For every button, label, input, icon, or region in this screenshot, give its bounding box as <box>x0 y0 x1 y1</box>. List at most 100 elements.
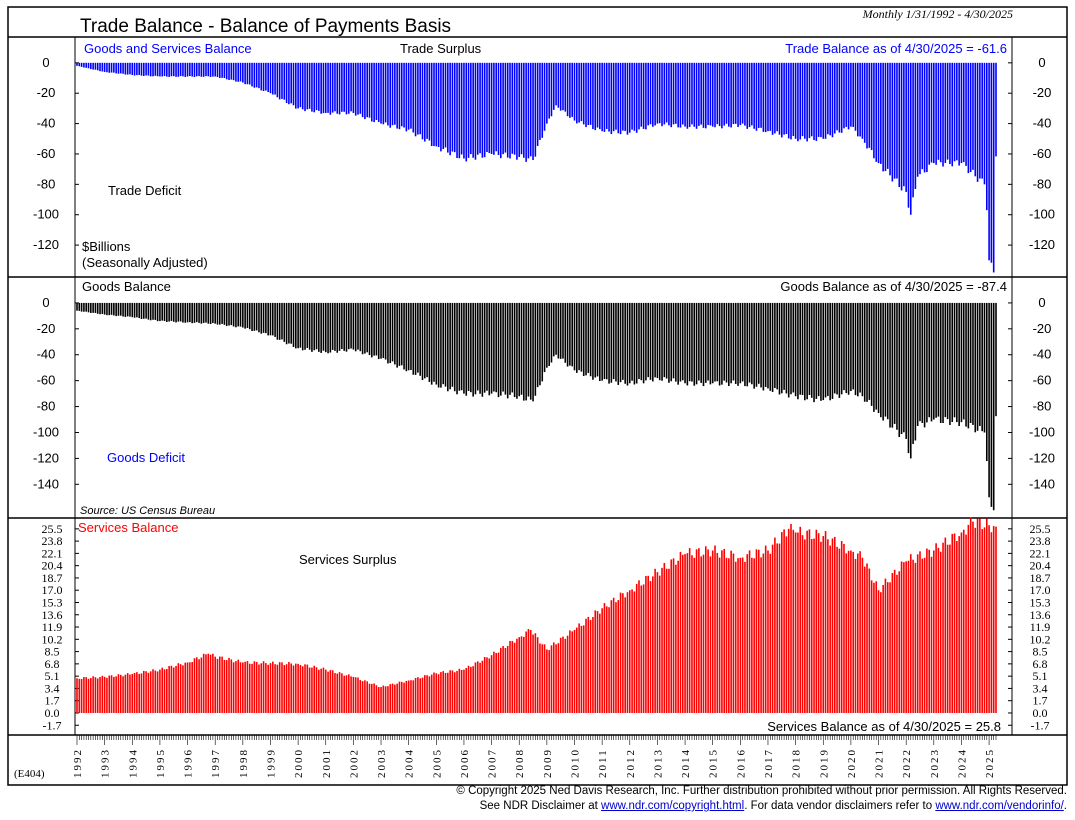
bar-goods <box>983 302 986 433</box>
bar-trade <box>863 62 866 143</box>
bar-services <box>387 686 389 713</box>
bar-services <box>338 672 341 713</box>
bar-services <box>967 524 970 713</box>
bar-goods <box>414 302 417 375</box>
bar-trade <box>382 62 385 125</box>
bar-trade <box>311 62 313 112</box>
bar-trade <box>536 62 539 146</box>
bar-goods <box>90 302 92 313</box>
y-tick-label-left: 23.8 <box>42 534 63 548</box>
bar-trade <box>166 62 168 77</box>
bar-trade <box>463 62 465 159</box>
bar-trade <box>403 62 405 128</box>
bar-trade <box>364 62 366 120</box>
bar-trade <box>170 62 173 77</box>
bar-goods <box>732 302 735 381</box>
bar-services <box>324 669 327 713</box>
bar-services <box>732 553 735 713</box>
y-tick-label-right: -100 <box>1029 424 1055 439</box>
y-tick-label-left: 0.0 <box>45 706 60 720</box>
bar-services <box>113 676 115 713</box>
bar-goods <box>564 302 567 363</box>
bar-goods <box>840 302 843 395</box>
bar-goods <box>106 302 108 316</box>
bar-goods <box>421 302 424 381</box>
bar-trade <box>571 62 574 117</box>
bar-goods <box>156 302 159 322</box>
bar-services <box>612 597 615 713</box>
bar-goods <box>149 302 152 321</box>
bar-goods <box>209 302 212 325</box>
bar-goods <box>318 302 320 352</box>
copyright-link[interactable]: www.ndr.com/copyright.html <box>601 800 745 812</box>
bar-trade <box>235 62 237 82</box>
bar-trade <box>327 62 329 113</box>
bar-services <box>133 672 136 713</box>
bar-goods <box>873 302 875 412</box>
bar-services <box>716 552 719 713</box>
bar-services <box>255 661 258 713</box>
bar-services <box>182 665 184 713</box>
bar-trade <box>693 62 696 127</box>
bar-trade <box>976 62 979 182</box>
bar-goods <box>965 302 967 427</box>
bar-trade <box>928 62 931 165</box>
x-tick-label-year: 2025 <box>984 748 996 778</box>
bar-goods <box>529 302 532 400</box>
bar-goods <box>248 302 251 330</box>
bar-services <box>347 674 350 713</box>
bar-trade <box>444 62 447 148</box>
bar-goods <box>985 302 988 461</box>
bar-trade <box>778 62 781 135</box>
bar-goods <box>843 302 845 391</box>
bar-trade <box>299 62 302 108</box>
bar-trade <box>638 62 640 130</box>
x-tick-label-year: 1998 <box>238 748 250 778</box>
bar-services <box>833 536 836 713</box>
bar-goods <box>366 302 369 353</box>
bar-trade <box>992 62 995 273</box>
y-tick-label-right: 18.7 <box>1030 571 1051 585</box>
bar-goods <box>608 302 610 384</box>
bar-trade <box>767 62 769 132</box>
y-tick-label-left: 10.2 <box>42 632 63 646</box>
bar-trade <box>523 62 525 158</box>
bar-trade <box>656 62 659 124</box>
bar-goods <box>437 302 440 388</box>
bar-goods <box>753 302 755 389</box>
bar-trade <box>205 62 207 77</box>
bar-goods <box>799 302 802 395</box>
bar-services <box>295 663 297 713</box>
y-tick-label-left: -40 <box>37 347 56 362</box>
bar-trade <box>334 62 336 112</box>
bar-services <box>778 543 781 713</box>
bar-services <box>200 657 203 713</box>
bar-services <box>654 568 656 713</box>
bar-goods <box>711 302 714 384</box>
bar-goods <box>688 302 691 382</box>
vendorinfo-link[interactable]: www.ndr.com/vendorinfo/ <box>935 800 1064 812</box>
bar-services <box>628 590 631 713</box>
bar-goods <box>767 302 769 389</box>
bar-services <box>122 676 124 713</box>
bar-trade <box>283 62 286 100</box>
bar-trade <box>562 62 564 111</box>
bar-services <box>764 545 767 713</box>
y-tick-label-left: 15.3 <box>42 595 63 609</box>
bar-goods <box>423 302 426 379</box>
bar-services <box>486 657 488 713</box>
y-tick-label-right: 13.6 <box>1030 608 1051 622</box>
bar-services <box>308 667 311 713</box>
bar-trade <box>350 62 352 112</box>
y-tick-label-right: 8.5 <box>1033 645 1048 659</box>
bar-goods <box>939 302 942 423</box>
bar-goods <box>159 302 161 322</box>
bar-trade <box>707 62 709 125</box>
bar-services <box>396 683 398 713</box>
bar-trade <box>366 62 369 118</box>
bar-goods <box>449 302 451 390</box>
y-tick-label-left: -120 <box>33 237 59 252</box>
bar-services <box>564 638 567 713</box>
bar-trade <box>516 62 518 160</box>
bar-services <box>463 669 465 713</box>
